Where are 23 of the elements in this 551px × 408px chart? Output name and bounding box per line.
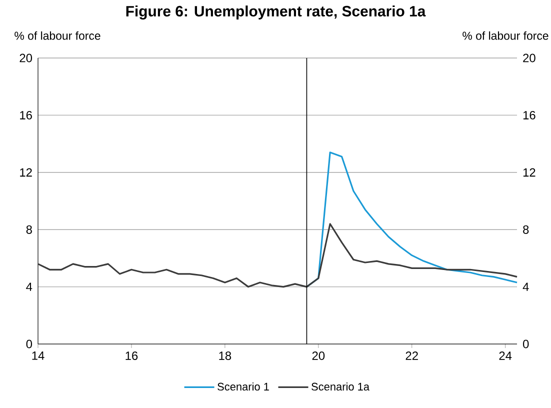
chart-title: Figure 6: Unemployment rate, Scenario 1a: [126, 6, 426, 20]
x-tick-label: 16: [126, 352, 138, 360]
x-tick-label: 18: [219, 352, 232, 360]
y2-tick-label: 4: [522, 282, 529, 291]
y-axis-title: % of labour force: [14, 31, 100, 40]
y2-axis-title: % of labour force: [462, 31, 548, 40]
legend-label: Scenario 1a: [312, 382, 370, 391]
x-tick-label: 20: [312, 352, 325, 360]
y-tick-label: 8: [26, 225, 32, 234]
legend-label: Scenario 1: [218, 382, 269, 391]
y-tick-label: 0: [26, 340, 32, 348]
x-tick-label: 14: [32, 352, 44, 360]
y-tick-label: 20: [20, 54, 32, 62]
y2-tick-label: 8: [523, 225, 529, 234]
y2-tick-label: 12: [523, 168, 536, 177]
y2-tick-label: 16: [523, 110, 536, 120]
y2-tick-label: 20: [523, 54, 536, 62]
x-tick-label: 24: [499, 352, 512, 360]
x-tick-label: 22: [406, 352, 418, 360]
y-tick-label: 12: [20, 168, 32, 177]
y2-tick-label: 0: [523, 340, 529, 348]
y-tick-label: 16: [20, 110, 32, 120]
y-tick-label: 4: [26, 282, 32, 291]
